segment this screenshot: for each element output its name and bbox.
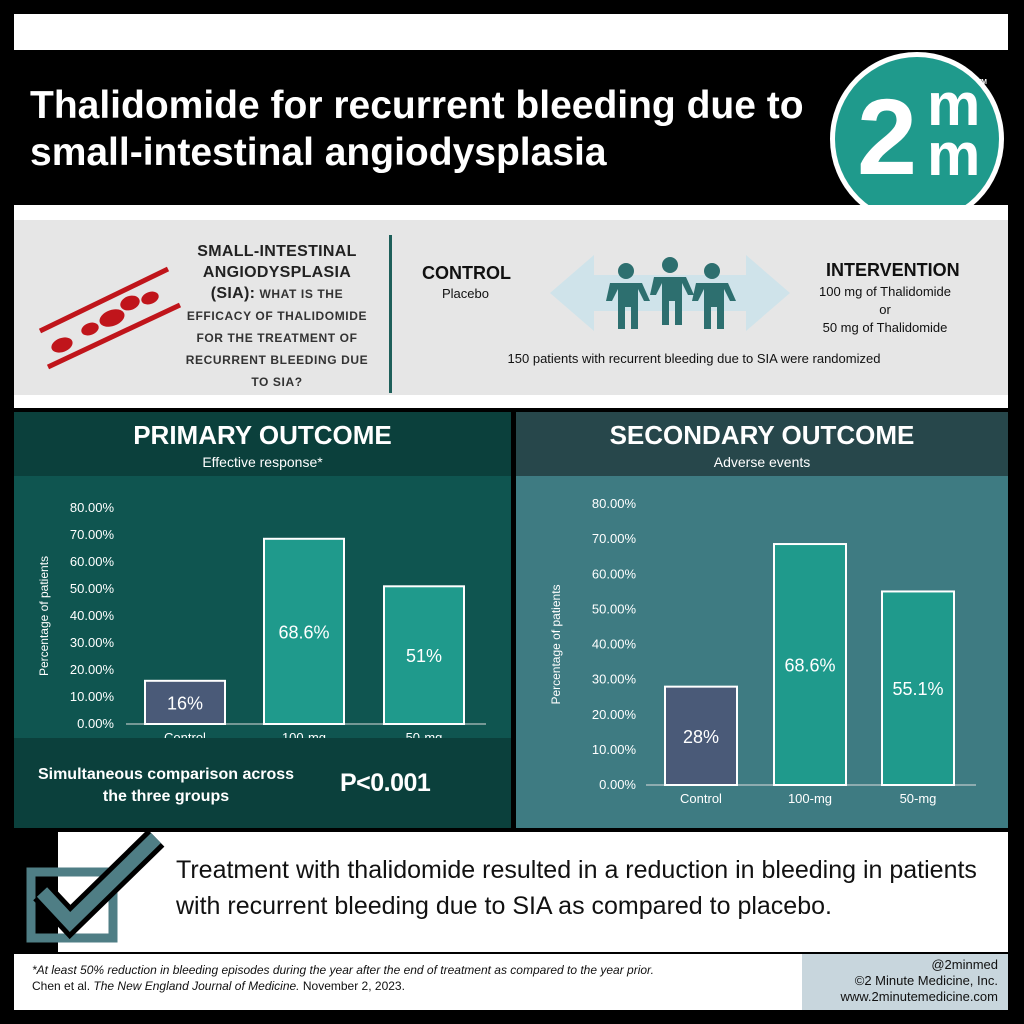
secondary-bar-chart: 0.00% 10.00% 20.00% 30.00% 40.00% 50.00% 60.00… [549, 496, 976, 806]
secondary-header: SECONDARY OUTCOME Adverse events [516, 412, 1008, 476]
study-design-panel: SMALL-INTESTINAL ANGIODYSPLASIA (SIA): W… [14, 205, 1008, 408]
primary-title: PRIMARY OUTCOME [133, 420, 392, 450]
bar [773, 543, 847, 787]
question-abbr: (SIA): [210, 285, 256, 302]
bar-data-label: 51% [406, 646, 442, 666]
title-line-1: Thalidomide for recurrent bleeding due t… [30, 84, 804, 127]
top-strip [14, 14, 1008, 50]
y-axis-label: Percentage of patients [37, 556, 51, 676]
y-tick-label: 50.00% [70, 581, 115, 596]
conclusion-panel: Treatment with thalidomide resulted in a… [58, 832, 1008, 952]
citation: Chen et al. The New England Journal of M… [32, 978, 792, 994]
comparison-label: Simultaneous comparison across the three… [37, 766, 295, 805]
y-tick-label: 10.00% [592, 742, 637, 757]
secondary-outcome-panel: SECONDARY OUTCOME Adverse events 0.00% 10… [516, 412, 1008, 828]
randomization-note: 150 patients with recurrent bleeding due… [507, 351, 881, 366]
bar-data-label: 28% [683, 727, 719, 747]
primary-bar-chart: 0.00% 10.00% 20.00% 30.00% 40.00% 50.00% 60.00… [37, 500, 486, 738]
intervention-dose-100: 100 mg of Thalidomide [818, 284, 951, 299]
conclusion-text: Treatment with thalidomide resulted in a… [176, 856, 977, 920]
bar [664, 685, 738, 786]
comparison-band: Simultaneous comparison across the three… [14, 738, 511, 828]
secondary-title: SECONDARY OUTCOME [609, 420, 915, 450]
footnote: *At least 50% reduction in bleeding epis… [32, 962, 792, 994]
intervention-details: 100 mg of Thalidomide or 50 mg of Thalid… [800, 283, 970, 337]
bar-data-label: 68.6% [784, 656, 835, 676]
bar [383, 585, 465, 725]
y-axis-label: Percentage of patients [549, 584, 563, 704]
bar-data-label: 55.1% [892, 679, 943, 699]
x-tick-label: 50-mg [900, 791, 937, 806]
y-tick-label: 30.00% [592, 672, 637, 687]
y-tick-label: 60.00% [70, 554, 115, 569]
intervention-dose-50: 50 mg of Thalidomide [822, 320, 948, 335]
logo-trademark: TM [976, 79, 987, 86]
primary-header: PRIMARY OUTCOME Effective response* [14, 412, 511, 476]
section-divider [389, 235, 392, 393]
x-tick-label: Control [164, 730, 206, 738]
question-rest: WHAT IS THE EFFICACY OF THALIDOMIDE FOR … [185, 287, 369, 389]
y-tick-label: 0.00% [77, 716, 114, 731]
y-tick-label: 80.00% [70, 500, 115, 515]
primary-subtitle: Effective response* [202, 454, 323, 470]
randomization-arrow-icon [550, 255, 790, 331]
primary-outcome-panel: PRIMARY OUTCOME Effective response* 0.00… [14, 412, 511, 828]
control-subtitle: Placebo [442, 286, 489, 301]
footer: *At least 50% reduction in bleeding epis… [14, 954, 1008, 1010]
bar-data-label: 16% [167, 693, 203, 713]
checkmark-icon [26, 830, 165, 943]
logo-circle: 2 m m TM [835, 57, 999, 221]
x-tick-label: 100-mg [788, 791, 832, 806]
logo-number: 2 [857, 76, 918, 197]
y-tick-label: 40.00% [592, 637, 637, 652]
citation-authors: Chen et al. [32, 979, 91, 993]
logo-letter-top: m [927, 71, 981, 138]
y-tick-label: 0.00% [599, 777, 636, 792]
credits: @2minmed ©2 Minute Medicine, Inc. www.2m… [802, 954, 1008, 1010]
citation-date: November 2, 2023. [302, 979, 405, 993]
bar-data-label: 68.6% [278, 622, 329, 642]
title-line-2: small-intestinal angiodysplasia [30, 131, 607, 174]
intervention-or: or [879, 302, 891, 317]
y-tick-label: 70.00% [70, 527, 115, 542]
x-tick-label: 100-mg [282, 730, 326, 738]
copyright: ©2 Minute Medicine, Inc. [854, 973, 998, 988]
research-question: SMALL-INTESTINAL ANGIODYSPLASIA (SIA): W… [182, 241, 372, 393]
y-tick-label: 60.00% [592, 566, 637, 581]
y-tick-label: 20.00% [592, 707, 637, 722]
patients-icon [606, 257, 736, 329]
logo-letter-bottom: m [927, 121, 981, 188]
control-title: CONTROL [422, 263, 511, 283]
p-value: P<0.001 [340, 769, 431, 797]
blood-vessel-icon [38, 266, 182, 370]
intervention-title: INTERVENTION [826, 260, 960, 280]
x-tick-label: Control [680, 791, 722, 806]
x-tick-label: 50-mg [406, 730, 443, 738]
y-tick-label: 10.00% [70, 689, 115, 704]
bar [881, 590, 955, 787]
citation-journal: The New England Journal of Medicine. [93, 979, 300, 993]
y-tick-label: 20.00% [70, 662, 115, 677]
bar [263, 537, 345, 725]
twitter-handle: @2minmed [931, 957, 998, 972]
y-tick-label: 40.00% [70, 608, 115, 623]
footnote-definition: *At least 50% reduction in bleeding epis… [32, 963, 654, 977]
page-title: Thalidomide for recurrent bleeding due t… [30, 82, 830, 176]
website-link[interactable]: www.2minutemedicine.com [840, 989, 998, 1004]
y-tick-label: 80.00% [592, 496, 637, 511]
y-tick-label: 70.00% [592, 531, 637, 546]
brand-logo: 2 m m TM [830, 52, 1004, 226]
question-lead: SMALL-INTESTINAL ANGIODYSPLASIA [197, 243, 357, 281]
bar [144, 679, 226, 726]
secondary-subtitle: Adverse events [713, 454, 811, 470]
y-tick-label: 30.00% [70, 635, 115, 650]
y-tick-label: 50.00% [592, 601, 637, 616]
